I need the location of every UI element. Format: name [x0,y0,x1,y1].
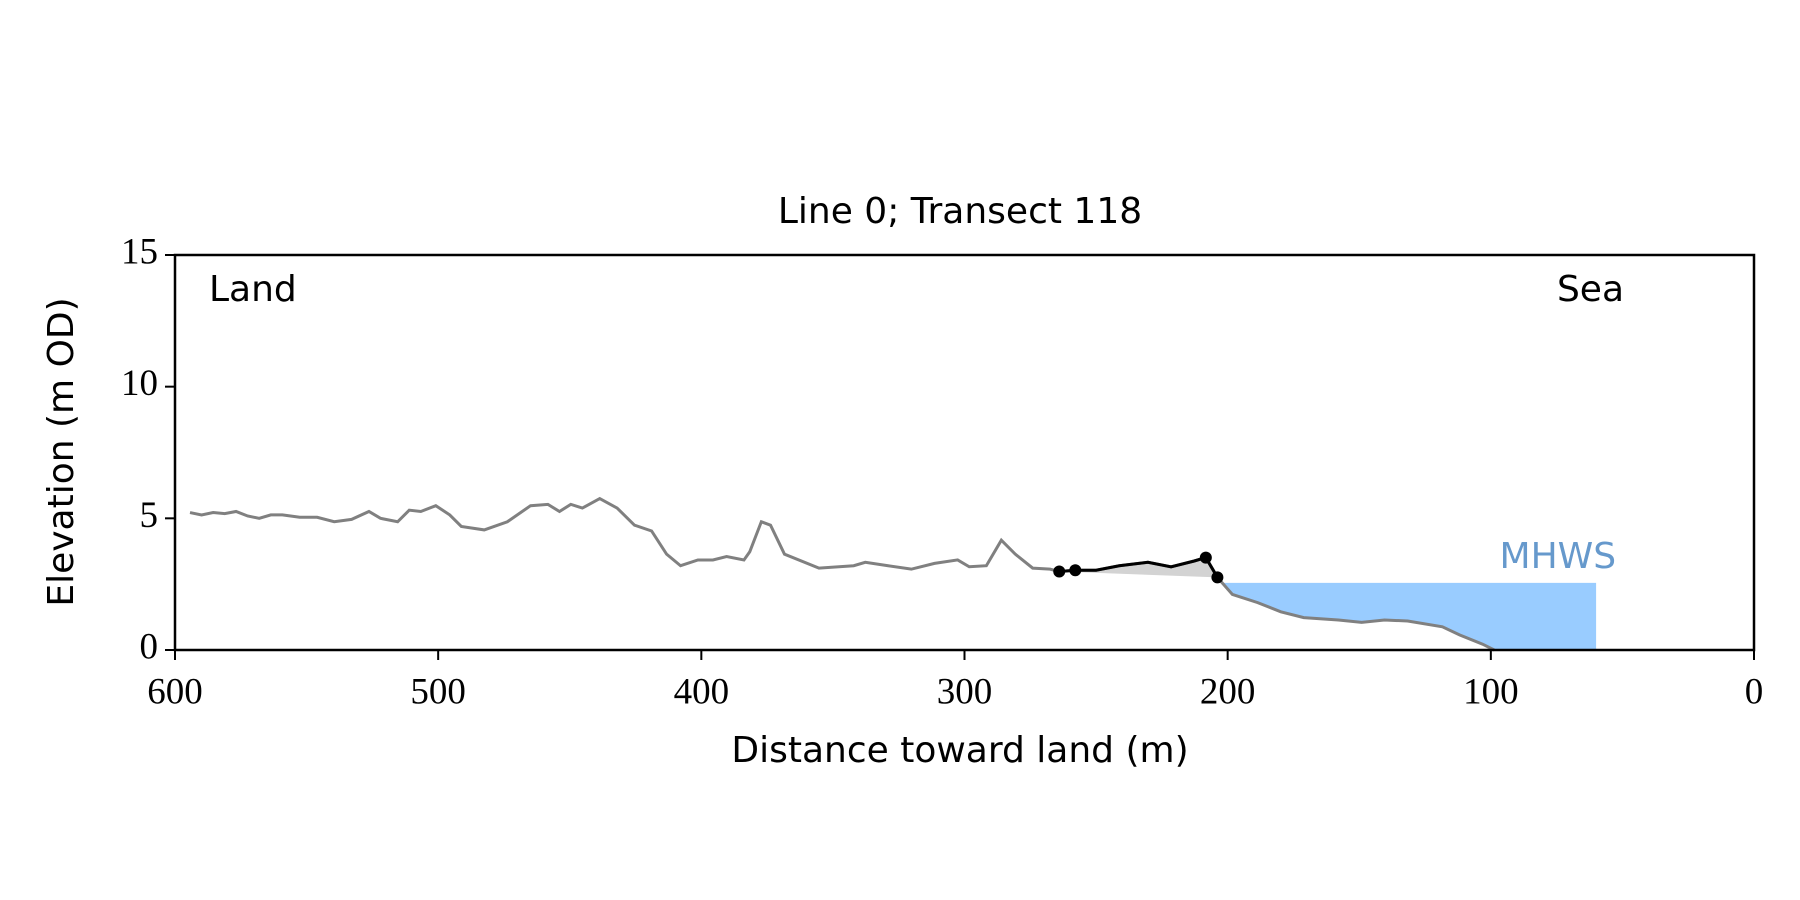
x-tick-label: 100 [1463,671,1519,712]
sea-label: Sea [1557,269,1624,310]
x-tick-label: 0 [1745,671,1764,712]
marker [1069,564,1082,577]
y-tick-label: 0 [140,626,159,667]
chart-title: Line 0; Transect 118 [778,191,1142,232]
y-axis-label: Elevation (m OD) [41,297,82,606]
x-axis-label: Distance toward land (m) [731,730,1188,771]
x-tick-label: 300 [937,671,993,712]
profile-line [189,496,1495,652]
mhws-label: MHWS [1500,536,1617,577]
x-tick-label: 400 [674,671,730,712]
marker [1199,551,1212,564]
mhws-area [1222,582,1597,650]
land-label: Land [209,269,297,310]
marker [1211,571,1224,584]
marker [1053,565,1066,578]
dune-shading [1059,557,1218,578]
y-tick-label: 10 [121,363,158,404]
y-tick-label: 5 [140,495,159,536]
y-tick-label: 15 [121,231,158,272]
x-tick-label: 600 [147,671,203,712]
x-tick-label: 500 [410,671,466,712]
x-tick-label: 200 [1200,671,1256,712]
